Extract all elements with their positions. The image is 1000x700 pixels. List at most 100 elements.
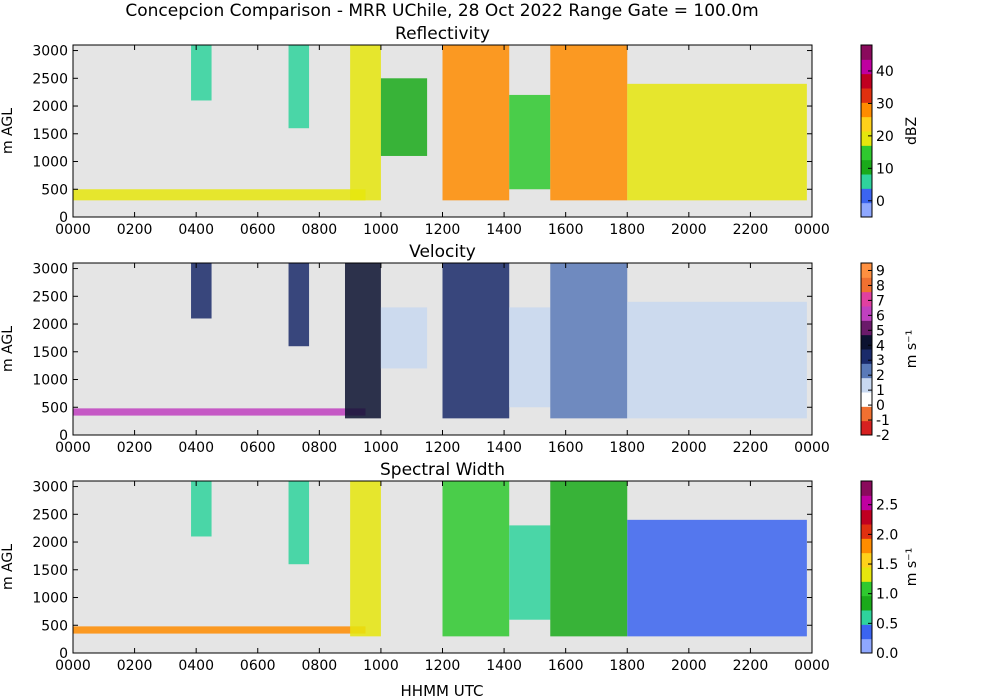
colorbar-segment	[861, 145, 872, 161]
colorbar-segment	[861, 131, 872, 146]
colorbar-frame	[860, 44, 873, 218]
x-tick-label: 1400	[486, 222, 522, 238]
x-tick-label: 0200	[117, 658, 153, 674]
y-axis-label: m AGL	[0, 326, 16, 372]
x-tick-label: 1400	[486, 658, 522, 674]
colorbar-segment	[861, 406, 872, 422]
colorbar-segment	[861, 420, 872, 436]
y-tick-label: 2500	[32, 507, 68, 523]
colorbar-segment	[861, 73, 872, 89]
y-tick-label: 2000	[32, 317, 68, 333]
colorbar-segment	[861, 624, 872, 640]
y-tick-label: 3000	[32, 44, 68, 60]
colorbar-frame	[860, 480, 873, 654]
colorbar-segment	[861, 306, 872, 321]
y-tick-label: 0	[59, 646, 68, 662]
panel-3: Spectral Width 0000 0200 0400 0600 0800 1000 12…	[0, 460, 920, 674]
colorbar-label: dBZ	[904, 117, 920, 145]
colorbar-tick-label: 9	[876, 263, 885, 279]
x-tick-label: 1600	[548, 440, 584, 456]
x-tick-label: 1800	[609, 222, 645, 238]
colorbar-segment	[861, 320, 872, 336]
colorbar-tick-label: 1	[876, 383, 885, 399]
x-tick-label: 0000	[55, 222, 91, 238]
data-cell	[73, 408, 366, 416]
data-cell	[509, 307, 551, 408]
colorbar-tick-label: -2	[876, 428, 890, 444]
data-cell	[288, 263, 310, 347]
x-tick-label: 0400	[178, 222, 214, 238]
x-tick-label: 0000	[794, 658, 830, 674]
x-tick-label: 2000	[671, 658, 707, 674]
colorbar-segment	[861, 610, 872, 625]
data-cell	[344, 263, 381, 419]
panel-title: Reflectivity	[395, 24, 490, 44]
x-tick-label: 1000	[363, 658, 399, 674]
x-tick-label: 2200	[733, 222, 769, 238]
colorbar-segment	[861, 581, 872, 597]
x-tick-label: 1800	[609, 658, 645, 674]
data-cell	[509, 525, 551, 620]
colorbar-segment	[861, 524, 872, 539]
colorbar-segment	[861, 495, 872, 511]
data-cell	[73, 626, 366, 634]
y-tick-label: 1000	[32, 591, 68, 607]
colorbar-tick-label: 7	[876, 293, 885, 309]
colorbar-frame	[860, 262, 873, 436]
x-tick-label: 1600	[548, 658, 584, 674]
colorbar-tick-label: 6	[876, 308, 885, 324]
x-tick-label: 1800	[609, 440, 645, 456]
colorbar-segment	[861, 363, 872, 379]
colorbar-tick-label: 5	[876, 323, 885, 339]
data-cell	[627, 519, 807, 637]
colorbar-tick-label: 8	[876, 278, 885, 294]
colorbar-segment	[861, 116, 872, 132]
y-tick-label: 1000	[32, 155, 68, 171]
x-tick-label: 0800	[302, 222, 338, 238]
colorbar-segment	[861, 174, 872, 189]
y-tick-label: 3000	[32, 262, 68, 278]
y-tick-label: 2000	[32, 99, 68, 115]
data-cell	[509, 94, 551, 190]
colorbar-segment	[861, 88, 872, 103]
y-tick-label: 2000	[32, 535, 68, 551]
colorbar-tick-label: 30	[876, 96, 894, 112]
colorbar-segment	[861, 377, 872, 393]
colorbar-segment	[861, 481, 872, 496]
data-cell	[191, 45, 212, 101]
x-tick-label: 1600	[548, 222, 584, 238]
data-cell	[191, 481, 212, 537]
colorbar-label: m s⁻¹	[904, 330, 920, 368]
colorbar-segment	[861, 159, 872, 175]
x-tick-label: 0800	[302, 658, 338, 674]
x-tick-label: 0400	[178, 440, 214, 456]
colorbar-segment	[861, 263, 872, 278]
y-tick-label: 1500	[32, 563, 68, 579]
colorbar-tick-label: 0.0	[876, 646, 898, 662]
colorbar-segment	[861, 552, 872, 568]
colorbar-tick-label: 3	[876, 353, 885, 369]
y-axis-label: m AGL	[0, 108, 16, 154]
y-tick-label: 0	[59, 210, 68, 226]
data-cell	[442, 481, 510, 637]
colorbar-segment	[861, 277, 872, 293]
colorbar-segment	[861, 202, 872, 218]
colorbar-tick-label: 40	[876, 64, 894, 80]
colorbar-tick-label: 10	[876, 161, 894, 177]
x-tick-label: 1200	[425, 222, 461, 238]
data-cell	[191, 263, 212, 319]
x-tick-label: 0400	[178, 658, 214, 674]
data-cell	[380, 307, 428, 369]
x-tick-label: 2000	[671, 222, 707, 238]
colorbar-tick-label: 20	[876, 129, 894, 145]
colorbar-segment	[861, 45, 872, 60]
panel-title: Velocity	[409, 242, 476, 262]
y-tick-label: 1000	[32, 373, 68, 389]
x-tick-label: 2200	[733, 440, 769, 456]
x-tick-label: 0200	[117, 222, 153, 238]
colorbar-segment	[861, 349, 872, 364]
colorbar-segment	[861, 509, 872, 525]
x-tick-label: 1000	[363, 222, 399, 238]
